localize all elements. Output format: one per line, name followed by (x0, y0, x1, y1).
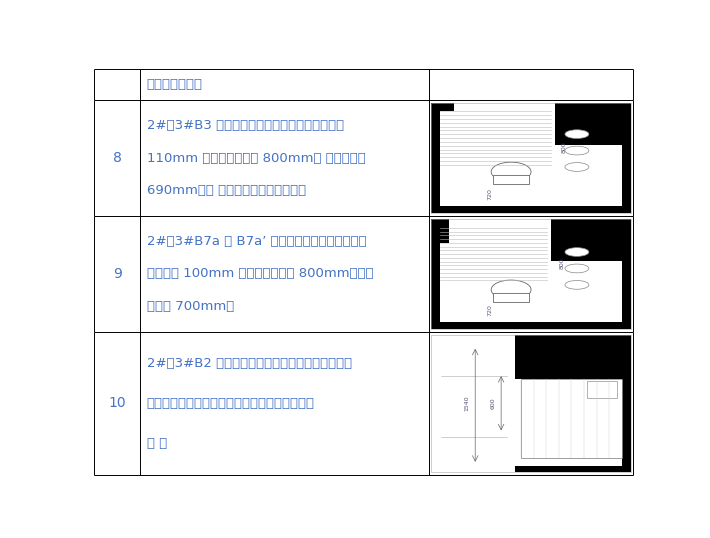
Bar (432, 219, 630, 329)
Ellipse shape (565, 146, 589, 155)
Text: 800: 800 (559, 257, 564, 269)
Ellipse shape (565, 130, 589, 138)
Text: 1540: 1540 (465, 395, 470, 411)
Text: 600: 600 (491, 398, 496, 409)
Bar (551, 219, 630, 261)
Text: 尺寸存在 100mm 的偏差（图纸为 800mm，现场: 尺寸存在 100mm 的偏差（图纸为 800mm，现场 (147, 267, 373, 280)
Text: 110mm 的偏差（图纸为 800mm， 现场实测为: 110mm 的偏差（图纸为 800mm， 现场实测为 (147, 152, 366, 165)
Text: 2#、3#B3 户型卫生间包管尺寸与图纸尺寸存在: 2#、3#B3 户型卫生间包管尺寸与图纸尺寸存在 (147, 119, 344, 132)
Bar (432, 103, 440, 213)
Ellipse shape (565, 264, 589, 273)
Ellipse shape (565, 162, 589, 172)
Bar (521, 379, 622, 458)
Bar (515, 335, 630, 379)
Text: 10: 10 (109, 396, 126, 410)
Text: 800: 800 (562, 141, 567, 153)
Text: 8: 8 (113, 151, 121, 165)
Bar (622, 379, 630, 472)
Bar (515, 466, 622, 472)
Text: 定 。: 定 。 (147, 437, 167, 450)
Ellipse shape (491, 162, 531, 181)
Bar (432, 322, 630, 329)
Bar (493, 293, 529, 302)
Bar (432, 207, 630, 213)
Text: 现场位置在右侧，是否更改图纸上的位置，待确: 现场位置在右侧，是否更改图纸上的位置，待确 (147, 397, 315, 410)
Bar (432, 103, 630, 213)
Bar (622, 261, 630, 329)
Bar (586, 381, 617, 399)
Bar (432, 219, 440, 329)
Text: 一致，是否更改: 一致，是否更改 (147, 78, 202, 91)
Text: 720: 720 (488, 304, 493, 316)
Text: 720: 720 (488, 188, 493, 200)
Ellipse shape (565, 280, 589, 289)
Text: 2#、3#B2 户型厨房下水管图纸上的位置在左侧，: 2#、3#B2 户型厨房下水管图纸上的位置在左侧， (147, 357, 352, 370)
Bar (432, 335, 630, 472)
Ellipse shape (565, 247, 589, 257)
Text: 690mm）， 影响淤浴屏后期的施工。: 690mm）， 影响淤浴屏后期的施工。 (147, 184, 306, 197)
Bar (432, 103, 630, 213)
Ellipse shape (491, 280, 531, 299)
Bar (622, 145, 630, 213)
Bar (493, 175, 529, 185)
Bar (432, 219, 449, 243)
Text: 9: 9 (113, 267, 121, 281)
Text: 实测为 700mm）: 实测为 700mm） (147, 300, 234, 313)
Bar (432, 103, 454, 111)
Bar (432, 219, 630, 329)
Text: 2#、3#B7a 和 B7a’ 户型卫生间包管尺寸与图纸: 2#、3#B7a 和 B7a’ 户型卫生间包管尺寸与图纸 (147, 235, 366, 248)
Bar (432, 335, 630, 472)
Bar (555, 103, 630, 145)
